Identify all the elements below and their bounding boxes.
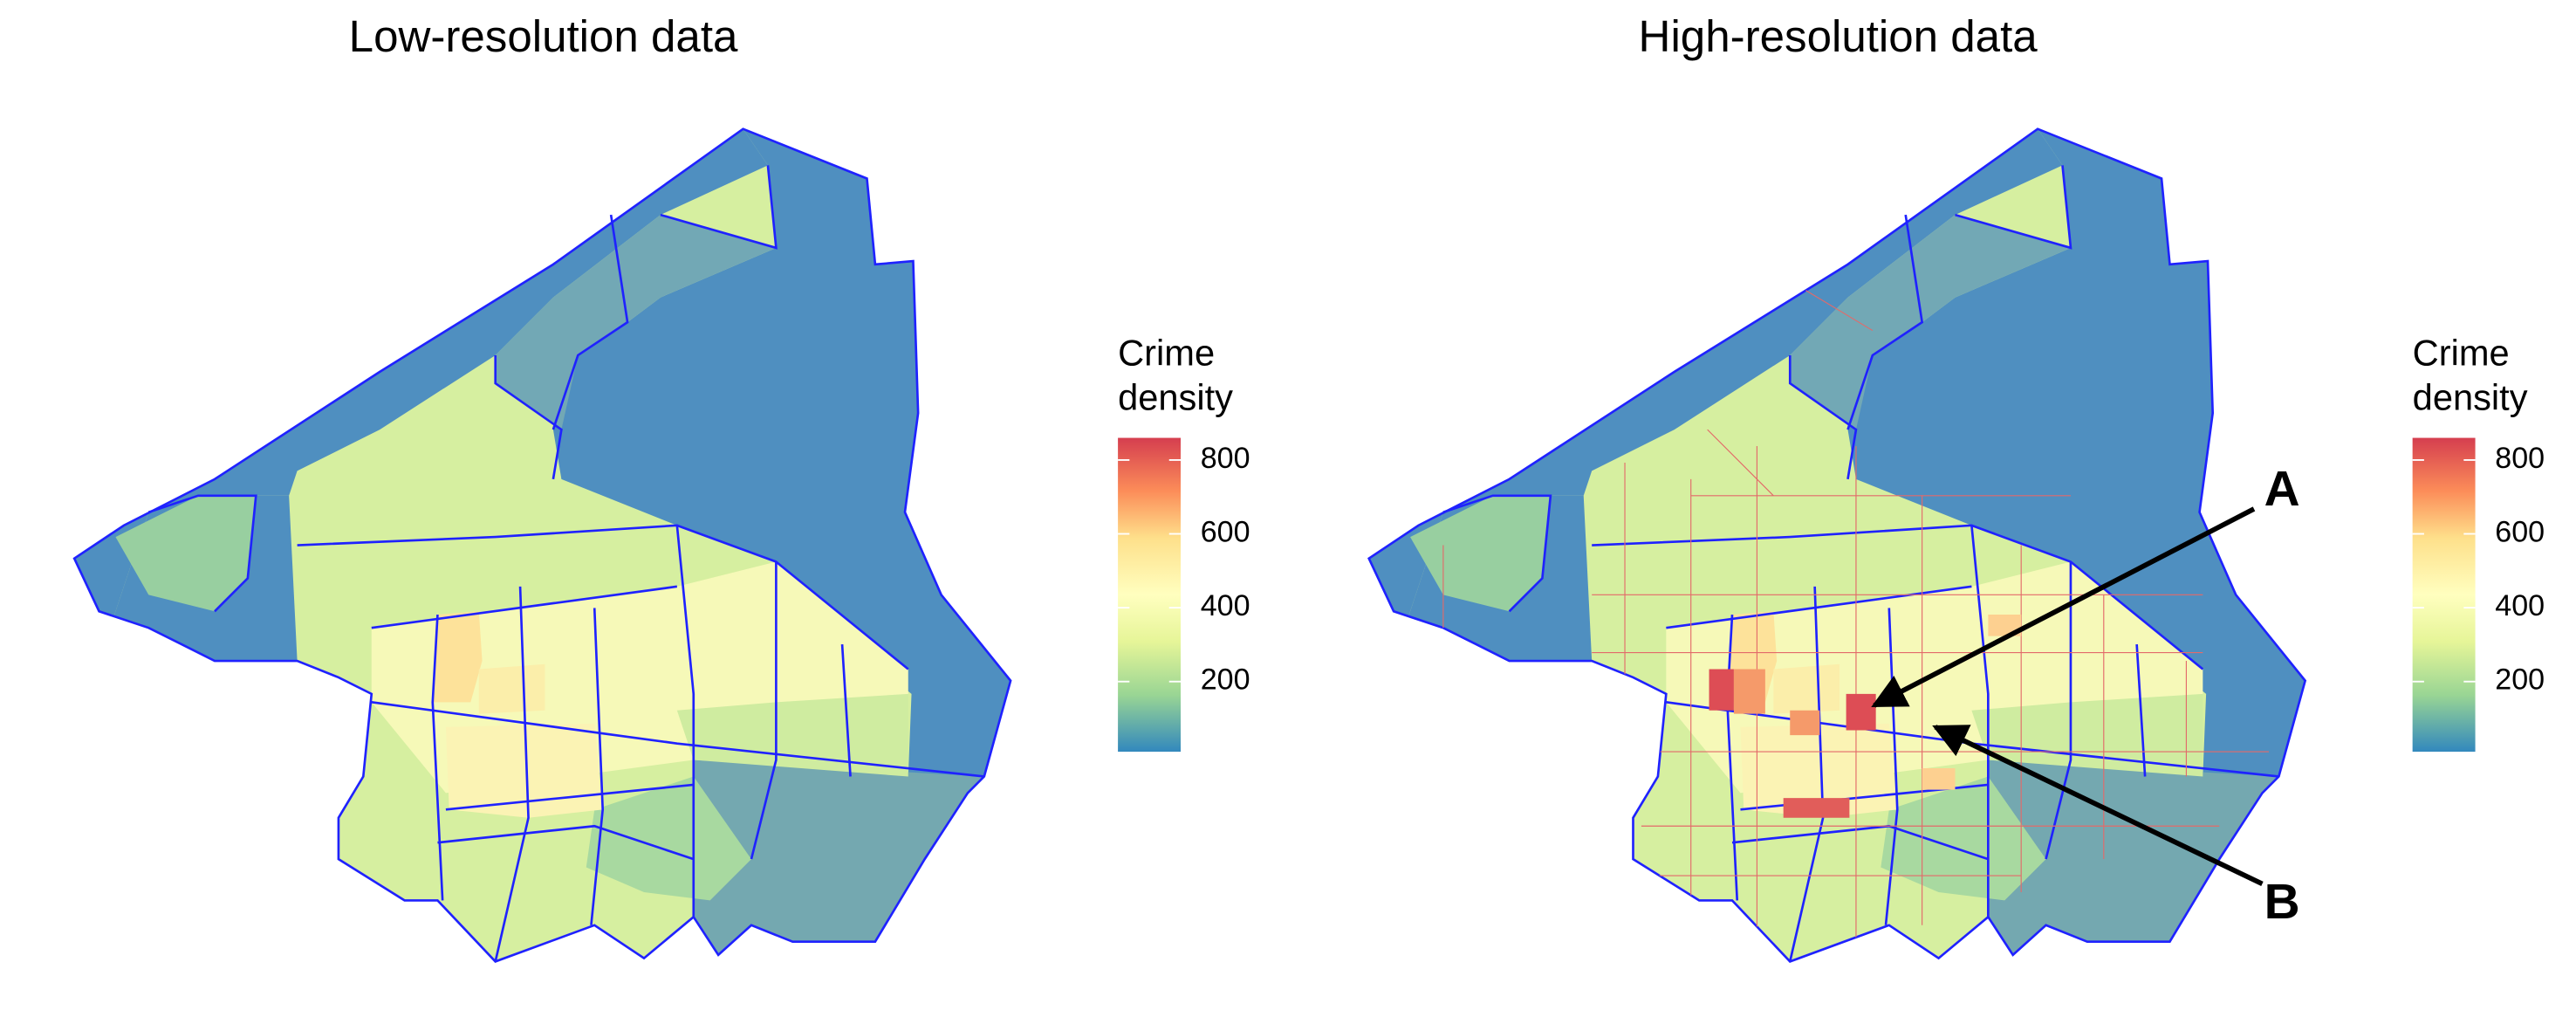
legend-tick-label: 800 bbox=[2495, 442, 2545, 475]
annotation-arrow bbox=[1871, 506, 2256, 708]
annotation-label: A bbox=[2264, 462, 2300, 517]
legend-title: Crime density bbox=[2412, 332, 2528, 418]
legend-tick-label: 200 bbox=[1201, 663, 1250, 697]
legend-tick-label: 600 bbox=[1201, 516, 1250, 549]
annotation-arrow bbox=[1932, 725, 2264, 887]
colorbar bbox=[2412, 437, 2476, 753]
legend-title-box: Crime density bbox=[2412, 332, 2528, 418]
legend-tick-label: 400 bbox=[1201, 589, 1250, 622]
panel-title: Low-resolution data bbox=[349, 11, 738, 61]
legend-tick-label: 200 bbox=[2495, 663, 2545, 697]
legend-tick-label: 600 bbox=[2495, 516, 2545, 549]
map-regions bbox=[0, 0, 1156, 1031]
map-panel: Low-resolution data Crime density 200 400 60… bbox=[0, 0, 1250, 1031]
panel-title: High-resolution data bbox=[1639, 11, 2038, 61]
colorbar bbox=[1118, 437, 1181, 753]
legend-title-box: Crime density bbox=[1118, 332, 1234, 418]
legend-tick-label: 800 bbox=[1201, 442, 1250, 475]
annotation-label: B bbox=[2264, 875, 2300, 930]
legend-title: Crime density bbox=[1118, 332, 1234, 418]
legend-tick-label: 400 bbox=[2495, 589, 2545, 622]
map-panel: High-resolution data Crime density 200 400 6… bbox=[1295, 0, 2545, 1031]
